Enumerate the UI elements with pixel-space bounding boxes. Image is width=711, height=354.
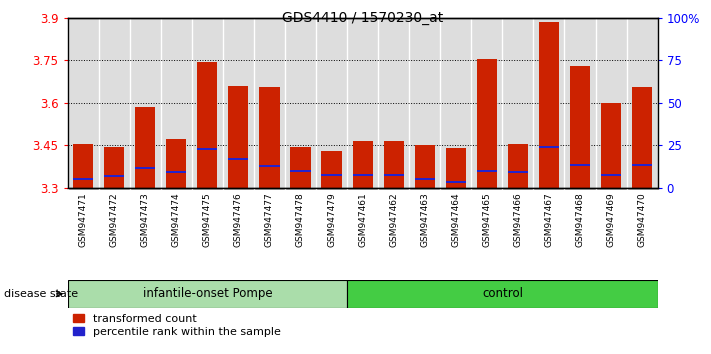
Bar	[104, 175, 124, 177]
Text: GSM947470: GSM947470	[638, 192, 646, 247]
Bar	[632, 87, 652, 188]
Bar	[477, 59, 497, 188]
Bar	[228, 86, 248, 188]
Bar	[446, 181, 466, 183]
Bar	[477, 170, 497, 172]
Text: GSM947467: GSM947467	[545, 192, 553, 247]
Bar	[539, 22, 559, 188]
Bar	[570, 66, 590, 188]
Bar	[632, 164, 652, 166]
Bar	[197, 62, 218, 188]
Text: GSM947478: GSM947478	[296, 192, 305, 247]
Text: infantile-onset Pompe: infantile-onset Pompe	[142, 287, 272, 300]
Bar	[260, 165, 279, 167]
Bar	[290, 147, 311, 188]
Text: GSM947476: GSM947476	[234, 192, 243, 247]
Text: GSM947462: GSM947462	[389, 192, 398, 247]
Bar	[68, 280, 347, 308]
Bar	[415, 178, 435, 180]
Text: GSM947466: GSM947466	[513, 192, 523, 247]
Bar	[601, 174, 621, 176]
Text: GSM947468: GSM947468	[575, 192, 584, 247]
Bar	[321, 174, 342, 176]
Text: GSM947475: GSM947475	[203, 192, 212, 247]
Text: disease state: disease state	[4, 289, 77, 299]
Bar	[353, 141, 373, 188]
Text: GSM947469: GSM947469	[606, 192, 616, 247]
Bar	[383, 174, 404, 176]
Text: GSM947471: GSM947471	[79, 192, 87, 247]
Bar	[508, 144, 528, 188]
Text: GSM947477: GSM947477	[265, 192, 274, 247]
Text: GSM947463: GSM947463	[420, 192, 429, 247]
Bar	[228, 158, 248, 160]
Bar	[290, 170, 311, 172]
Text: GSM947465: GSM947465	[482, 192, 491, 247]
Bar	[135, 167, 155, 169]
Text: GSM947461: GSM947461	[358, 192, 367, 247]
Text: control: control	[482, 287, 523, 300]
Text: GDS4410 / 1570230_at: GDS4410 / 1570230_at	[282, 11, 443, 25]
Bar	[73, 144, 93, 188]
Text: GSM947464: GSM947464	[451, 192, 460, 247]
Bar	[135, 107, 155, 188]
Bar	[508, 171, 528, 173]
Text: GSM947473: GSM947473	[141, 192, 150, 247]
Text: GSM947472: GSM947472	[109, 192, 119, 247]
Bar	[446, 148, 466, 188]
Bar	[104, 147, 124, 188]
Bar	[321, 151, 342, 188]
Bar	[539, 145, 559, 148]
Text: GSM947474: GSM947474	[172, 192, 181, 247]
Bar	[383, 141, 404, 188]
Bar	[73, 178, 93, 180]
Bar	[260, 87, 279, 188]
Bar	[415, 145, 435, 188]
Bar	[166, 171, 186, 173]
Bar	[570, 164, 590, 166]
Bar	[601, 103, 621, 188]
Text: GSM947479: GSM947479	[327, 192, 336, 247]
Bar	[347, 280, 658, 308]
Bar	[197, 148, 218, 150]
Bar	[166, 139, 186, 188]
Bar	[353, 174, 373, 176]
Legend: transformed count, percentile rank within the sample: transformed count, percentile rank withi…	[73, 314, 281, 337]
